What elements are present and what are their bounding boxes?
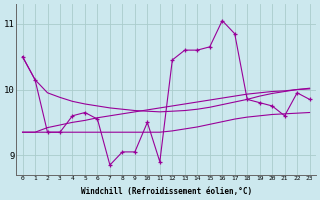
X-axis label: Windchill (Refroidissement éolien,°C): Windchill (Refroidissement éolien,°C): [81, 187, 252, 196]
